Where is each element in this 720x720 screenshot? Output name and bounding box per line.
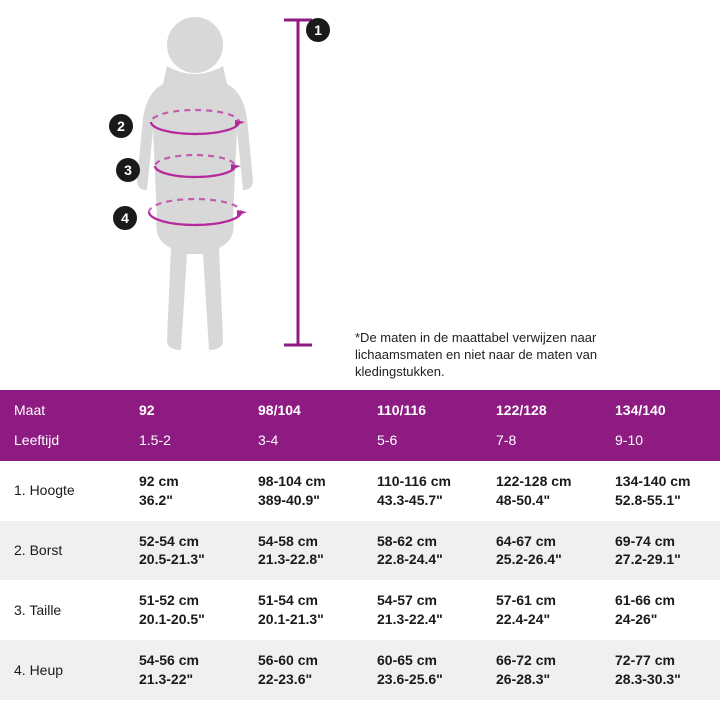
- size-cell: 57-61 cm22.4-24": [482, 580, 601, 640]
- marker-3: 3: [116, 158, 140, 182]
- header-cell: 122/128: [482, 390, 601, 431]
- table-row: 2. Borst52-54 cm20.5-21.3"54-58 cm21.3-2…: [0, 521, 720, 581]
- header-cell: 92: [125, 390, 244, 431]
- marker-4: 4: [113, 206, 137, 230]
- header-cell: 98/104: [244, 390, 363, 431]
- header-cell: 110/116: [363, 390, 482, 431]
- size-cell: 61-66 cm24-26": [601, 580, 720, 640]
- size-cell: 54-58 cm21.3-22.8": [244, 521, 363, 581]
- header-label: Maat: [0, 390, 125, 431]
- header-cell: 9-10: [601, 431, 720, 461]
- row-label: 2. Borst: [0, 521, 125, 581]
- size-cell: 72-77 cm28.3-30.3": [601, 640, 720, 700]
- size-cell: 110-116 cm43.3-45.7": [363, 461, 482, 521]
- table-row: 4. Heup54-56 cm21.3-22"56-60 cm22-23.6"6…: [0, 640, 720, 700]
- header-cell: 1.5-2: [125, 431, 244, 461]
- size-cell: 122-128 cm48-50.4": [482, 461, 601, 521]
- row-label: 4. Heup: [0, 640, 125, 700]
- size-cell: 54-56 cm21.3-22": [125, 640, 244, 700]
- marker-2: 2: [109, 114, 133, 138]
- size-cell: 58-62 cm22.8-24.4": [363, 521, 482, 581]
- marker-1: 1: [306, 18, 330, 42]
- table-row: 1. Hoogte92 cm36.2"98-104 cm389-40.9"110…: [0, 461, 720, 521]
- size-cell: 52-54 cm20.5-21.3": [125, 521, 244, 581]
- size-cell: 54-57 cm21.3-22.4": [363, 580, 482, 640]
- size-cell: 64-67 cm25.2-26.4": [482, 521, 601, 581]
- measurement-diagram: 1 2 3 4 *De maten in de maattabel verwijzen…: [0, 0, 720, 390]
- disclaimer-text: *De maten in de maattabel verwijzen naar…: [355, 330, 675, 381]
- header-cell: 3-4: [244, 431, 363, 461]
- size-cell: 98-104 cm389-40.9": [244, 461, 363, 521]
- header-cell: 7-8: [482, 431, 601, 461]
- table-row: 3. Taille51-52 cm20.1-20.5"51-54 cm20.1-…: [0, 580, 720, 640]
- size-cell: 69-74 cm27.2-29.1": [601, 521, 720, 581]
- row-label: 1. Hoogte: [0, 461, 125, 521]
- size-cell: 51-54 cm20.1-21.3": [244, 580, 363, 640]
- header-label: Leeftijd: [0, 431, 125, 461]
- header-cell: 134/140: [601, 390, 720, 431]
- size-table: Maat9298/104110/116122/128134/140 Leeftij…: [0, 390, 720, 700]
- row-label: 3. Taille: [0, 580, 125, 640]
- header-cell: 5-6: [363, 431, 482, 461]
- size-cell: 92 cm36.2": [125, 461, 244, 521]
- size-cell: 134-140 cm52.8-55.1": [601, 461, 720, 521]
- size-cell: 60-65 cm23.6-25.6": [363, 640, 482, 700]
- size-cell: 56-60 cm22-23.6": [244, 640, 363, 700]
- size-cell: 51-52 cm20.1-20.5": [125, 580, 244, 640]
- size-cell: 66-72 cm26-28.3": [482, 640, 601, 700]
